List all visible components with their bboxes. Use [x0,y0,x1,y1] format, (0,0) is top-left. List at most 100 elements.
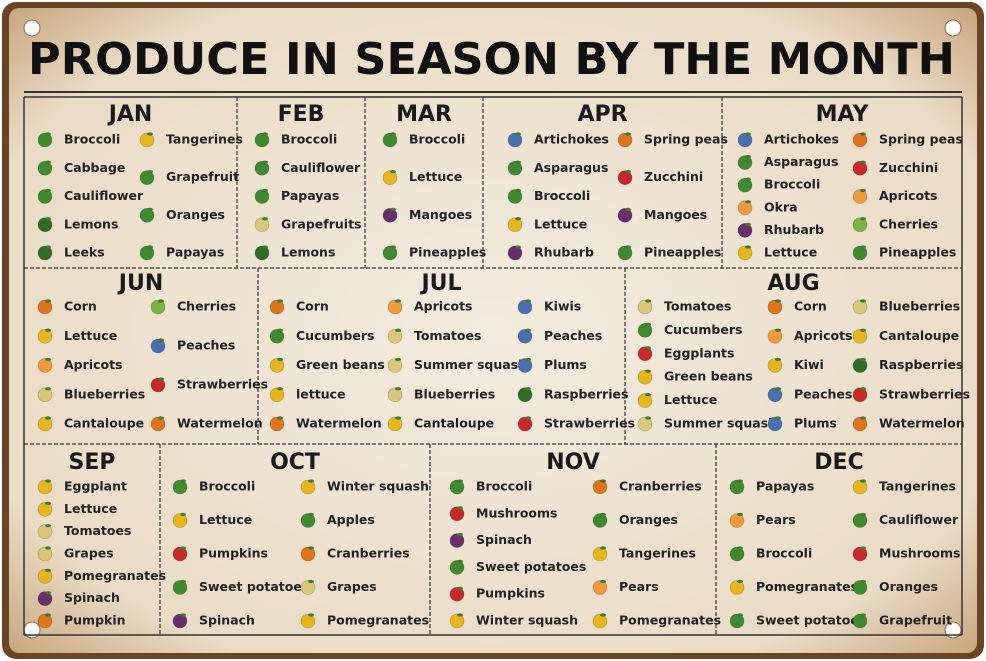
produce-icon-leaf [45,524,51,528]
produce-icon-leaf [625,207,631,211]
produce-name: Cauliflower [64,188,144,203]
produce-icon [852,546,868,562]
produce-icon-leaf [262,245,268,249]
produce-icon-leaf [308,613,314,617]
produce-name: Spring peas [644,132,728,147]
produce-icon [852,613,868,629]
produce-name: Artichokes [534,132,609,147]
produce-name: Tangerines [879,479,956,494]
produce-icon-leaf [308,479,314,483]
produce-name: Watermelon [296,416,382,431]
produce-icon-leaf [45,501,51,505]
produce-icon-leaf [308,546,314,550]
produce-icon [729,546,745,562]
produce-icon-leaf [457,479,463,483]
produce-icon [767,358,783,373]
produce-name: Blueberries [414,386,495,401]
produce-name: Apricots [64,357,122,372]
produce-icon-leaf [775,416,781,420]
produce-icon-leaf [158,377,164,381]
produce-icon-leaf [395,387,401,391]
produce-icon-leaf [262,217,268,221]
produce-name: Grapefruit [879,613,952,628]
produce-name: Pomegranates [619,613,721,628]
produce-name: Summer squash [414,357,527,372]
produce-name: Tomatoes [664,299,731,314]
produce-name: Peaches [544,328,602,343]
produce-icon [767,328,783,344]
produce-icon [387,328,403,344]
produce-name: Spinach [64,590,120,605]
produce-name: Pineapples [879,245,956,260]
produce-icon-leaf [525,387,531,391]
produce-icon-leaf [737,479,743,483]
produce-name: Tomatoes [64,523,131,538]
produce-icon [37,416,53,432]
produce-name: Zucchini [644,169,703,184]
produce-icon [269,328,285,344]
produce-name: Asparagus [534,160,608,175]
produce-icon [387,416,403,432]
produce-icon-leaf [395,357,401,362]
produce-name: Pears [619,579,659,594]
produce-icon-leaf [737,579,743,584]
produce-name: Cauliflower [281,160,361,175]
produce-icon [172,580,188,595]
produce-icon [37,358,53,373]
produce-icon [507,217,523,233]
produce-name: Cauliflower [879,512,959,527]
produce-icon [37,613,53,629]
produce-icon [852,387,868,403]
produce-icon [139,132,155,148]
produce-icon-leaf [625,132,631,136]
produce-name: Lettuce [764,245,817,260]
produce-name: Peaches [794,386,852,401]
produce-name: Broccoli [281,132,337,147]
produce-icon [387,387,403,403]
produce-icon-leaf [860,245,866,249]
produce-icon [172,513,188,528]
produce-icon [449,506,465,522]
produce-icon [637,393,653,408]
produce-name: Grapefruit [166,169,239,184]
produce-icon [300,513,316,528]
produce-icon-leaf [262,160,268,164]
produce-icon [449,586,465,602]
produce-icon [637,416,653,432]
produce-icon-leaf [525,416,531,420]
month-name: SEP [69,450,116,475]
produce-icon [729,479,745,495]
produce-icon-leaf [147,207,153,211]
produce-name: Cherries [879,216,938,231]
produce-name: Apricots [879,188,937,203]
produce-name: Papayas [166,245,224,260]
produce-name: Sweet potatoes [476,559,586,574]
produce-name: Cabbage [64,160,125,175]
produce-icon [37,189,53,204]
produce-name: Pomegranates [327,613,429,628]
produce-icon-leaf [158,299,164,303]
produce-icon [449,613,465,629]
produce-icon [150,338,166,354]
produce-icon-leaf [645,369,651,373]
produce-icon [269,358,285,373]
produce-name: Mushrooms [879,546,960,561]
produce-icon-leaf [277,416,283,420]
produce-icon-leaf [860,357,866,362]
produce-icon-leaf [45,546,51,550]
grid [23,91,963,636]
produce-name: Pears [756,512,796,527]
produce-icon [517,416,533,432]
produce-icon [517,358,533,373]
produce-icon-leaf [600,512,606,517]
produce-icon [852,358,868,373]
produce-icon-leaf [390,170,396,174]
produce-name: Corn [794,299,827,314]
produce-icon [852,513,868,528]
produce-icon [617,245,633,261]
produce-name: Broccoli [64,132,120,147]
produce-icon-leaf [308,579,314,584]
produce-icon-leaf [860,613,866,617]
produce-icon [37,160,53,176]
produce-icon [254,189,270,204]
